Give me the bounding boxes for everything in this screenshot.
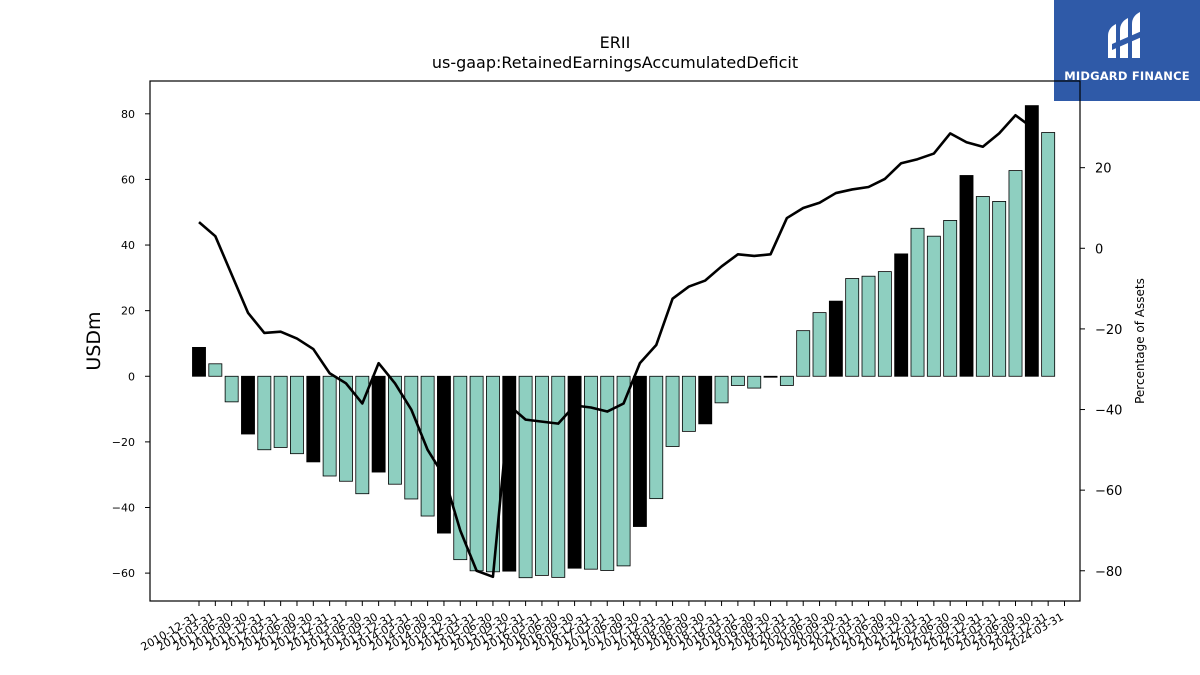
bar-2014-03-31 (404, 375, 419, 500)
bar-2016-03-31 (534, 375, 549, 576)
bar-2018-03-31 (665, 375, 680, 447)
bar-2012-06-30 (290, 375, 304, 455)
bar-2020-03-31 (796, 330, 811, 377)
bar-2021-03-31 (861, 275, 876, 377)
bar-2022-09-30 (959, 175, 974, 377)
bar-2019-09-30 (763, 375, 778, 378)
bar-2017-03-31 (600, 375, 615, 571)
bar-2015-12-31 (518, 375, 533, 579)
bar-2014-09-30 (437, 375, 451, 534)
bar-2023-03-31 (992, 201, 1007, 377)
y2-tick-label: 20 (1095, 162, 1112, 177)
bar-2014-12-31 (453, 375, 468, 561)
y2-axis-label: Percentage of Assets (1133, 278, 1147, 404)
bar-2012-09-30 (306, 375, 321, 463)
bar-2018-12-31 (714, 375, 729, 404)
bar-2013-06-30 (355, 375, 370, 495)
bar-2016-09-30 (567, 375, 582, 569)
bar-2017-06-30 (616, 375, 631, 567)
bar-2012-12-31 (322, 375, 337, 477)
bar-2020-12-31 (845, 278, 860, 377)
bar-2021-09-30 (894, 253, 909, 377)
y2-tick-label: −40 (1095, 404, 1122, 419)
bar-2019-06-30 (747, 375, 762, 389)
brand-name: MIDGARD FINANCE (1064, 69, 1190, 83)
bar-2013-03-31 (339, 375, 353, 482)
bar-2014-06-30 (420, 375, 435, 517)
y-tick-label: −40 (112, 501, 135, 514)
bar-2016-12-31 (583, 375, 598, 570)
bar-2023-06-30 (1008, 170, 1023, 377)
bar-2018-06-30 (681, 375, 696, 432)
bar-2021-06-30 (877, 271, 892, 377)
bar-2022-03-31 (926, 235, 941, 377)
bar-2017-09-30 (632, 375, 647, 527)
bar-2011-06-30 (224, 375, 239, 403)
bar-2020-06-30 (812, 312, 827, 377)
y-tick-label: 40 (121, 239, 135, 252)
bar-2022-06-30 (943, 220, 958, 377)
chart-subtitle: us-gaap:RetainedEarningsAccumulatedDefic… (432, 53, 798, 72)
bar-2015-03-31 (469, 375, 484, 572)
bar-2011-12-31 (257, 375, 272, 451)
y-tick-label: 0 (128, 370, 135, 383)
y-tick-label: 60 (121, 173, 135, 186)
y-tick-label: −20 (112, 436, 135, 449)
bar-2013-09-30 (371, 375, 386, 473)
logo-mark-icon (1108, 12, 1144, 58)
y-tick-label: 20 (121, 305, 135, 318)
bar-2012-03-31 (273, 375, 288, 448)
bar-2018-09-30 (698, 375, 713, 425)
y-tick-label: 80 (121, 108, 135, 121)
bar-2011-03-31 (208, 363, 223, 377)
y2-tick-label: −20 (1095, 323, 1122, 338)
bar-2021-12-31 (910, 227, 925, 377)
bar-2019-03-31 (730, 375, 745, 386)
bar-2019-12-31 (779, 375, 794, 386)
bar-2020-09-30 (828, 300, 843, 377)
brand-logo: MIDGARD FINANCE (1054, 0, 1200, 101)
bar-2013-12-31 (388, 375, 402, 485)
bar-2011-09-30 (241, 375, 255, 435)
percentage-of-assets-line (198, 113, 1033, 579)
chart-title: ERII (600, 33, 631, 52)
y-axis-label: USDm (83, 311, 105, 370)
plot-frame (149, 80, 1081, 602)
y2-tick-label: 0 (1095, 242, 1103, 257)
bar-2023-12-31 (1041, 132, 1056, 377)
y2-tick-label: −80 (1095, 565, 1122, 580)
bar-2022-12-31 (975, 196, 990, 377)
bar-2023-09-30 (1024, 105, 1039, 377)
y-tick-label: −60 (112, 567, 135, 580)
bar-2016-06-30 (551, 375, 566, 578)
y2-tick-label: −60 (1095, 484, 1122, 499)
bar-2010-12-31 (192, 346, 206, 377)
bar-2017-12-31 (649, 375, 664, 500)
